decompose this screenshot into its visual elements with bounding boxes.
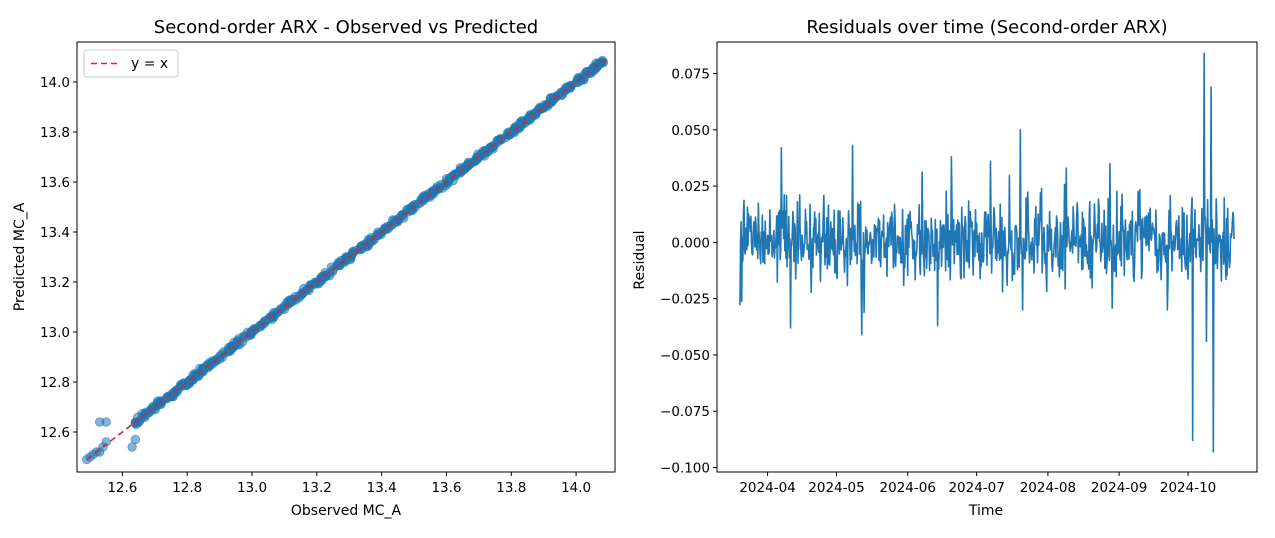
scatter-plot-frame bbox=[76, 41, 616, 473]
x-tick-label: 13.4 bbox=[367, 480, 397, 496]
identity-line bbox=[86, 58, 606, 461]
y-tick-label: 13.8 bbox=[40, 125, 70, 141]
x-tick-label: 2024-07 bbox=[948, 480, 1004, 496]
y-tick-label: 0.075 bbox=[671, 67, 710, 83]
x-tick-label: 13.2 bbox=[302, 480, 332, 496]
y-tick-label: 12.6 bbox=[40, 425, 70, 441]
scatter-point bbox=[593, 58, 604, 68]
legend-box bbox=[83, 49, 179, 78]
scatter-point bbox=[101, 417, 111, 427]
y-tick-label: −0.025 bbox=[660, 292, 710, 308]
scatter-x-ticks: 12.6 12.8 13.0 13.2 13.4 13.6 13.8 14.0 bbox=[107, 472, 591, 496]
x-tick-label: 13.0 bbox=[237, 480, 267, 496]
x-tick-label: 13.8 bbox=[496, 480, 526, 496]
scatter-point bbox=[208, 356, 218, 366]
scatter-point bbox=[573, 72, 584, 83]
scatter-point bbox=[402, 204, 412, 215]
residuals-series-line bbox=[739, 52, 1235, 453]
scatter-y-ticks: 12.6 12.8 13.0 13.2 13.4 13.6 13.8 14.0 bbox=[40, 75, 77, 441]
x-tick-label: 2024-06 bbox=[880, 480, 936, 496]
y-tick-label: 0.050 bbox=[671, 123, 710, 139]
residuals-plot-frame bbox=[716, 41, 1258, 473]
x-tick-label: 12.6 bbox=[107, 480, 137, 496]
scatter-point bbox=[184, 377, 194, 387]
x-tick-label: 2024-04 bbox=[739, 480, 795, 496]
scatter-panel: Second-order ARX - Observed vs Predicted… bbox=[12, 17, 616, 519]
y-tick-label: 12.8 bbox=[40, 375, 70, 391]
scatter-title: Second-order ARX - Observed vs Predicted bbox=[154, 17, 538, 38]
y-tick-label: 13.2 bbox=[40, 275, 70, 291]
x-tick-label: 2024-05 bbox=[808, 480, 864, 496]
y-tick-label: −0.100 bbox=[660, 460, 710, 476]
x-tick-label: 13.6 bbox=[431, 480, 461, 496]
residuals-title: Residuals over time (Second-order ARX) bbox=[806, 17, 1167, 38]
y-tick-label: 13.4 bbox=[40, 225, 70, 241]
scatter-point bbox=[283, 296, 294, 307]
x-tick-label: 14.0 bbox=[561, 480, 591, 496]
scatter-ylabel: Predicted MC_A bbox=[12, 202, 28, 311]
y-tick-label: 0.000 bbox=[671, 235, 710, 251]
scatter-point bbox=[361, 241, 372, 251]
y-tick-label: 0.025 bbox=[671, 179, 710, 195]
scatter-point bbox=[130, 434, 141, 445]
y-tick-label: 13.0 bbox=[40, 325, 70, 341]
scatter-xlabel: Observed MC_A bbox=[291, 503, 402, 519]
residuals-xlabel: Time bbox=[968, 503, 1003, 519]
y-tick-label: 13.6 bbox=[40, 175, 70, 191]
scatter-point bbox=[548, 93, 559, 104]
x-tick-label: 2024-10 bbox=[1160, 480, 1216, 496]
x-tick-label: 2024-08 bbox=[1020, 480, 1076, 496]
scatter-point bbox=[269, 312, 279, 322]
residuals-ylabel: Residual bbox=[632, 230, 648, 289]
y-tick-label: 14.0 bbox=[40, 75, 70, 91]
residuals-x-ticks: 2024-04 2024-05 2024-06 2024-07 2024-08 2024-… bbox=[739, 472, 1216, 496]
scatter-point bbox=[515, 122, 526, 132]
scatter-point bbox=[101, 437, 111, 447]
residuals-y-ticks: −0.100 −0.075 −0.050 −0.025 0.000 0.025 0.050 0… bbox=[660, 67, 717, 476]
legend-label-y-equals-x: y = x bbox=[131, 56, 168, 72]
scatter-point bbox=[188, 370, 198, 380]
x-tick-label: 2024-09 bbox=[1091, 480, 1147, 496]
y-tick-label: −0.075 bbox=[660, 404, 710, 420]
x-tick-label: 12.8 bbox=[172, 480, 202, 496]
legend: y = x bbox=[83, 49, 179, 78]
y-tick-label: −0.050 bbox=[660, 348, 710, 364]
residuals-panel: Residuals over time (Second-order ARX) T… bbox=[632, 17, 1258, 519]
